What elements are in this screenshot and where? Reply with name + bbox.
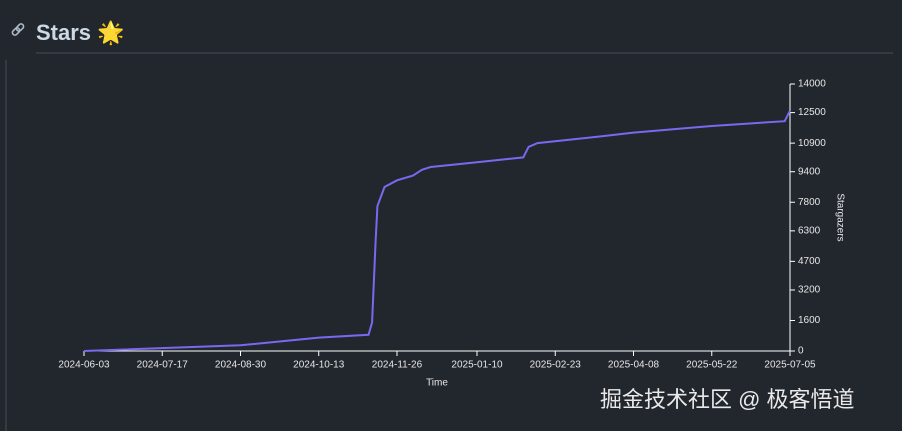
y-tick-label: 12500	[798, 107, 826, 118]
y-tick-label: 3200	[798, 285, 821, 296]
x-tick-label: 2024-11-26	[372, 360, 423, 371]
x-tick-label: 2025-01-10	[451, 360, 503, 371]
x-tick-label: 2024-06-03	[58, 360, 110, 371]
y-tick-label: 4700	[798, 256, 821, 267]
x-tick-label: 2025-02-23	[530, 360, 582, 371]
watermark: 掘金技术社区 @ 极客悟道	[600, 387, 855, 412]
x-tick-label: 2025-07-05	[764, 360, 816, 371]
y-tick-label: 7800	[798, 197, 821, 208]
x-tick-label: 2024-08-30	[215, 360, 267, 371]
x-tick-label: 2024-07-17	[137, 360, 189, 371]
y-tick-label: 0	[798, 346, 804, 357]
y-tick-label: 10900	[798, 138, 826, 149]
x-tick-label: 2025-05-22	[686, 360, 738, 371]
x-tick-label: 2024-10-13	[293, 360, 345, 371]
x-tick-label: 2025-04-08	[608, 360, 660, 371]
y-axis-label: Stargazers	[834, 193, 845, 241]
y-tick-label: 6300	[798, 225, 821, 236]
data-line	[83, 110, 791, 352]
x-axis-label: Time	[426, 378, 448, 389]
y-tick-label: 9400	[798, 166, 821, 177]
section-title: Stars 🌟	[36, 20, 125, 46]
y-tick-label: 1600	[798, 315, 821, 326]
link-icon[interactable]	[11, 23, 25, 36]
y-tick-label: 14000	[798, 79, 826, 90]
